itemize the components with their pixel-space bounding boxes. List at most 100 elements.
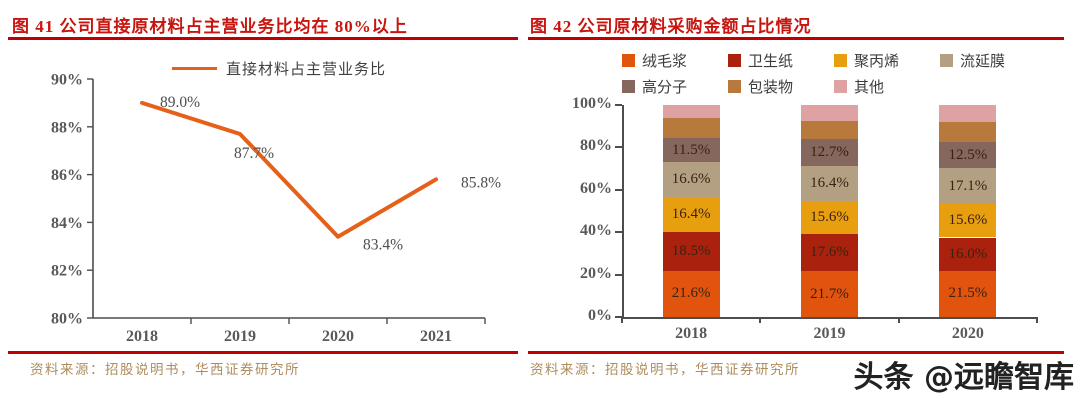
- data-point-label: 83.4%: [363, 237, 403, 254]
- legend-item: 卫生纸: [728, 50, 834, 71]
- bar-segment-label: 16.4%: [810, 174, 849, 191]
- line-legend-swatch: [172, 66, 217, 71]
- y-tick-label: 90%: [51, 72, 83, 89]
- y-tick-label: 82%: [51, 263, 83, 280]
- bar-segment: 15.6%: [801, 200, 858, 234]
- x-tick-label: 2019: [813, 325, 846, 342]
- bar-segment: [939, 105, 997, 123]
- legend-label: 绒毛浆: [642, 54, 688, 70]
- bar-segment: 16.0%: [939, 237, 997, 272]
- data-point-label: 89.0%: [160, 94, 200, 111]
- x-tick-label: 2018: [675, 325, 708, 342]
- figure-41-title: 图 41 公司直接原材料占主营业务比均在 80%以上: [12, 17, 408, 36]
- y-tick-label: 84%: [51, 215, 83, 232]
- bar-segment-label: 12.7%: [810, 143, 849, 160]
- bar-segment: 18.5%: [662, 231, 720, 272]
- watermark: 头条 @远瞻智库: [853, 360, 1074, 395]
- bar-segment: 11.5%: [662, 137, 720, 163]
- bar-segment: [801, 105, 858, 122]
- bar-segment-label: 21.7%: [810, 285, 849, 302]
- legend-swatch-icon: [940, 54, 953, 67]
- y-tick: [615, 273, 622, 276]
- figure-42-title-underline: [528, 37, 1064, 40]
- bar-segment: 15.6%: [939, 204, 997, 238]
- x-tick: [897, 317, 900, 323]
- bar-segment-label: 12.5%: [948, 146, 988, 163]
- bar-segment-label: 11.5%: [672, 141, 711, 158]
- legend-swatch-icon: [834, 80, 847, 93]
- bar-segment: [662, 105, 720, 118]
- bar-chart-legend: 绒毛浆 卫生纸 聚丙烯 流延膜高分子 包装物 其他: [622, 50, 1046, 97]
- y-tick-label: 40%: [580, 222, 612, 240]
- legend-item: 聚丙烯: [834, 50, 940, 71]
- y-tick: [615, 188, 622, 191]
- legend-item: 包装物: [728, 76, 834, 97]
- y-tick-label: 20%: [580, 264, 612, 282]
- y-tick-label: 80%: [580, 137, 612, 155]
- legend-swatch-icon: [728, 80, 741, 93]
- bar-segment: 21.7%: [801, 270, 858, 317]
- figure-42-source: 资料来源：招股说明书，华西证券研究所: [530, 362, 800, 377]
- bar-segment: 12.5%: [939, 141, 997, 169]
- x-tick-label: 2020: [951, 325, 984, 342]
- y-tick: [615, 104, 622, 106]
- line-chart-svg: 80% 82% 84% 86% 88% 90% 2018 2019 2020 2021 89.0% 8…: [51, 72, 501, 346]
- data-point-label: 87.7%: [234, 145, 274, 162]
- line-chart: 80% 82% 84% 86% 88% 90% 2018 2019 2020 2021 89.0% 8…: [10, 55, 520, 355]
- y-tick-label: 0%: [588, 307, 612, 324]
- bar-segment-label: 21.6%: [671, 285, 711, 302]
- bar-segment-label: 15.6%: [810, 208, 849, 225]
- y-tick-label: 86%: [51, 167, 83, 184]
- bar-segment: [939, 122, 997, 142]
- bar-segment-label: 16.6%: [671, 171, 711, 188]
- bar-segment-label: 16.0%: [948, 245, 988, 262]
- y-tick: [615, 316, 622, 318]
- bar-segment: [801, 121, 858, 139]
- bar-segment-label: 16.4%: [671, 206, 711, 223]
- bar-segment-label: 17.1%: [948, 178, 988, 195]
- bar-segment-label: 21.5%: [948, 285, 988, 302]
- figure-41-legend: 直接材料占主营业务比: [172, 58, 386, 79]
- x-axis: [622, 317, 1037, 319]
- legend-label: 其他: [854, 80, 885, 96]
- y-tick-label: 88%: [51, 119, 83, 136]
- y-tick-label: 100%: [572, 95, 612, 112]
- y-tick: [615, 146, 622, 149]
- y-tick-label: 60%: [580, 179, 612, 197]
- bar-segment: 17.1%: [939, 168, 997, 205]
- legend-label: 高分子: [642, 80, 688, 96]
- legend-item: 高分子: [622, 76, 728, 97]
- bar-segment-label: 17.6%: [810, 243, 849, 260]
- bar-segment: 16.4%: [662, 197, 720, 232]
- bar-segment: 17.6%: [801, 233, 858, 271]
- data-line: [140, 100, 438, 239]
- legend-item: 流延膜: [940, 50, 1046, 71]
- x-tick-label: 2021: [420, 328, 452, 345]
- legend-label: 聚丙烯: [854, 54, 900, 70]
- x-tick-label: 2018: [126, 328, 158, 345]
- figure-41-title-underline: [8, 37, 518, 40]
- legend-swatch-icon: [834, 54, 847, 67]
- x-tick-label: 2020: [322, 328, 354, 345]
- x-tick-label: 2019: [224, 328, 256, 345]
- bar-segment: 21.6%: [662, 271, 720, 317]
- legend-label: 包装物: [748, 80, 794, 96]
- stacked-bar-chart: 0% 20% 40% 60% 80% 100% 2018 21.6% 18.5% 16.4% 16.…: [528, 55, 1080, 355]
- bar-segment: 12.7%: [801, 138, 858, 166]
- figure-42-footer-rule: [528, 351, 1064, 354]
- legend-label: 卫生纸: [748, 54, 794, 70]
- figure-41-footer-rule: [8, 351, 518, 354]
- bar-segment: 16.4%: [801, 165, 858, 201]
- line-legend-label: 直接材料占主营业务比: [226, 62, 387, 78]
- figure-41-source: 资料来源：招股说明书，华西证券研究所: [30, 362, 300, 377]
- y-tick: [615, 231, 622, 234]
- x-tick: [759, 317, 762, 323]
- legend-item: 其他: [834, 76, 940, 97]
- x-tick: [621, 317, 623, 323]
- x-tick: [1036, 317, 1038, 323]
- y-axis: [622, 105, 624, 317]
- data-point-label: 85.8%: [461, 174, 501, 191]
- bar-segment-label: 18.5%: [671, 242, 711, 259]
- bar-segment: [662, 117, 720, 138]
